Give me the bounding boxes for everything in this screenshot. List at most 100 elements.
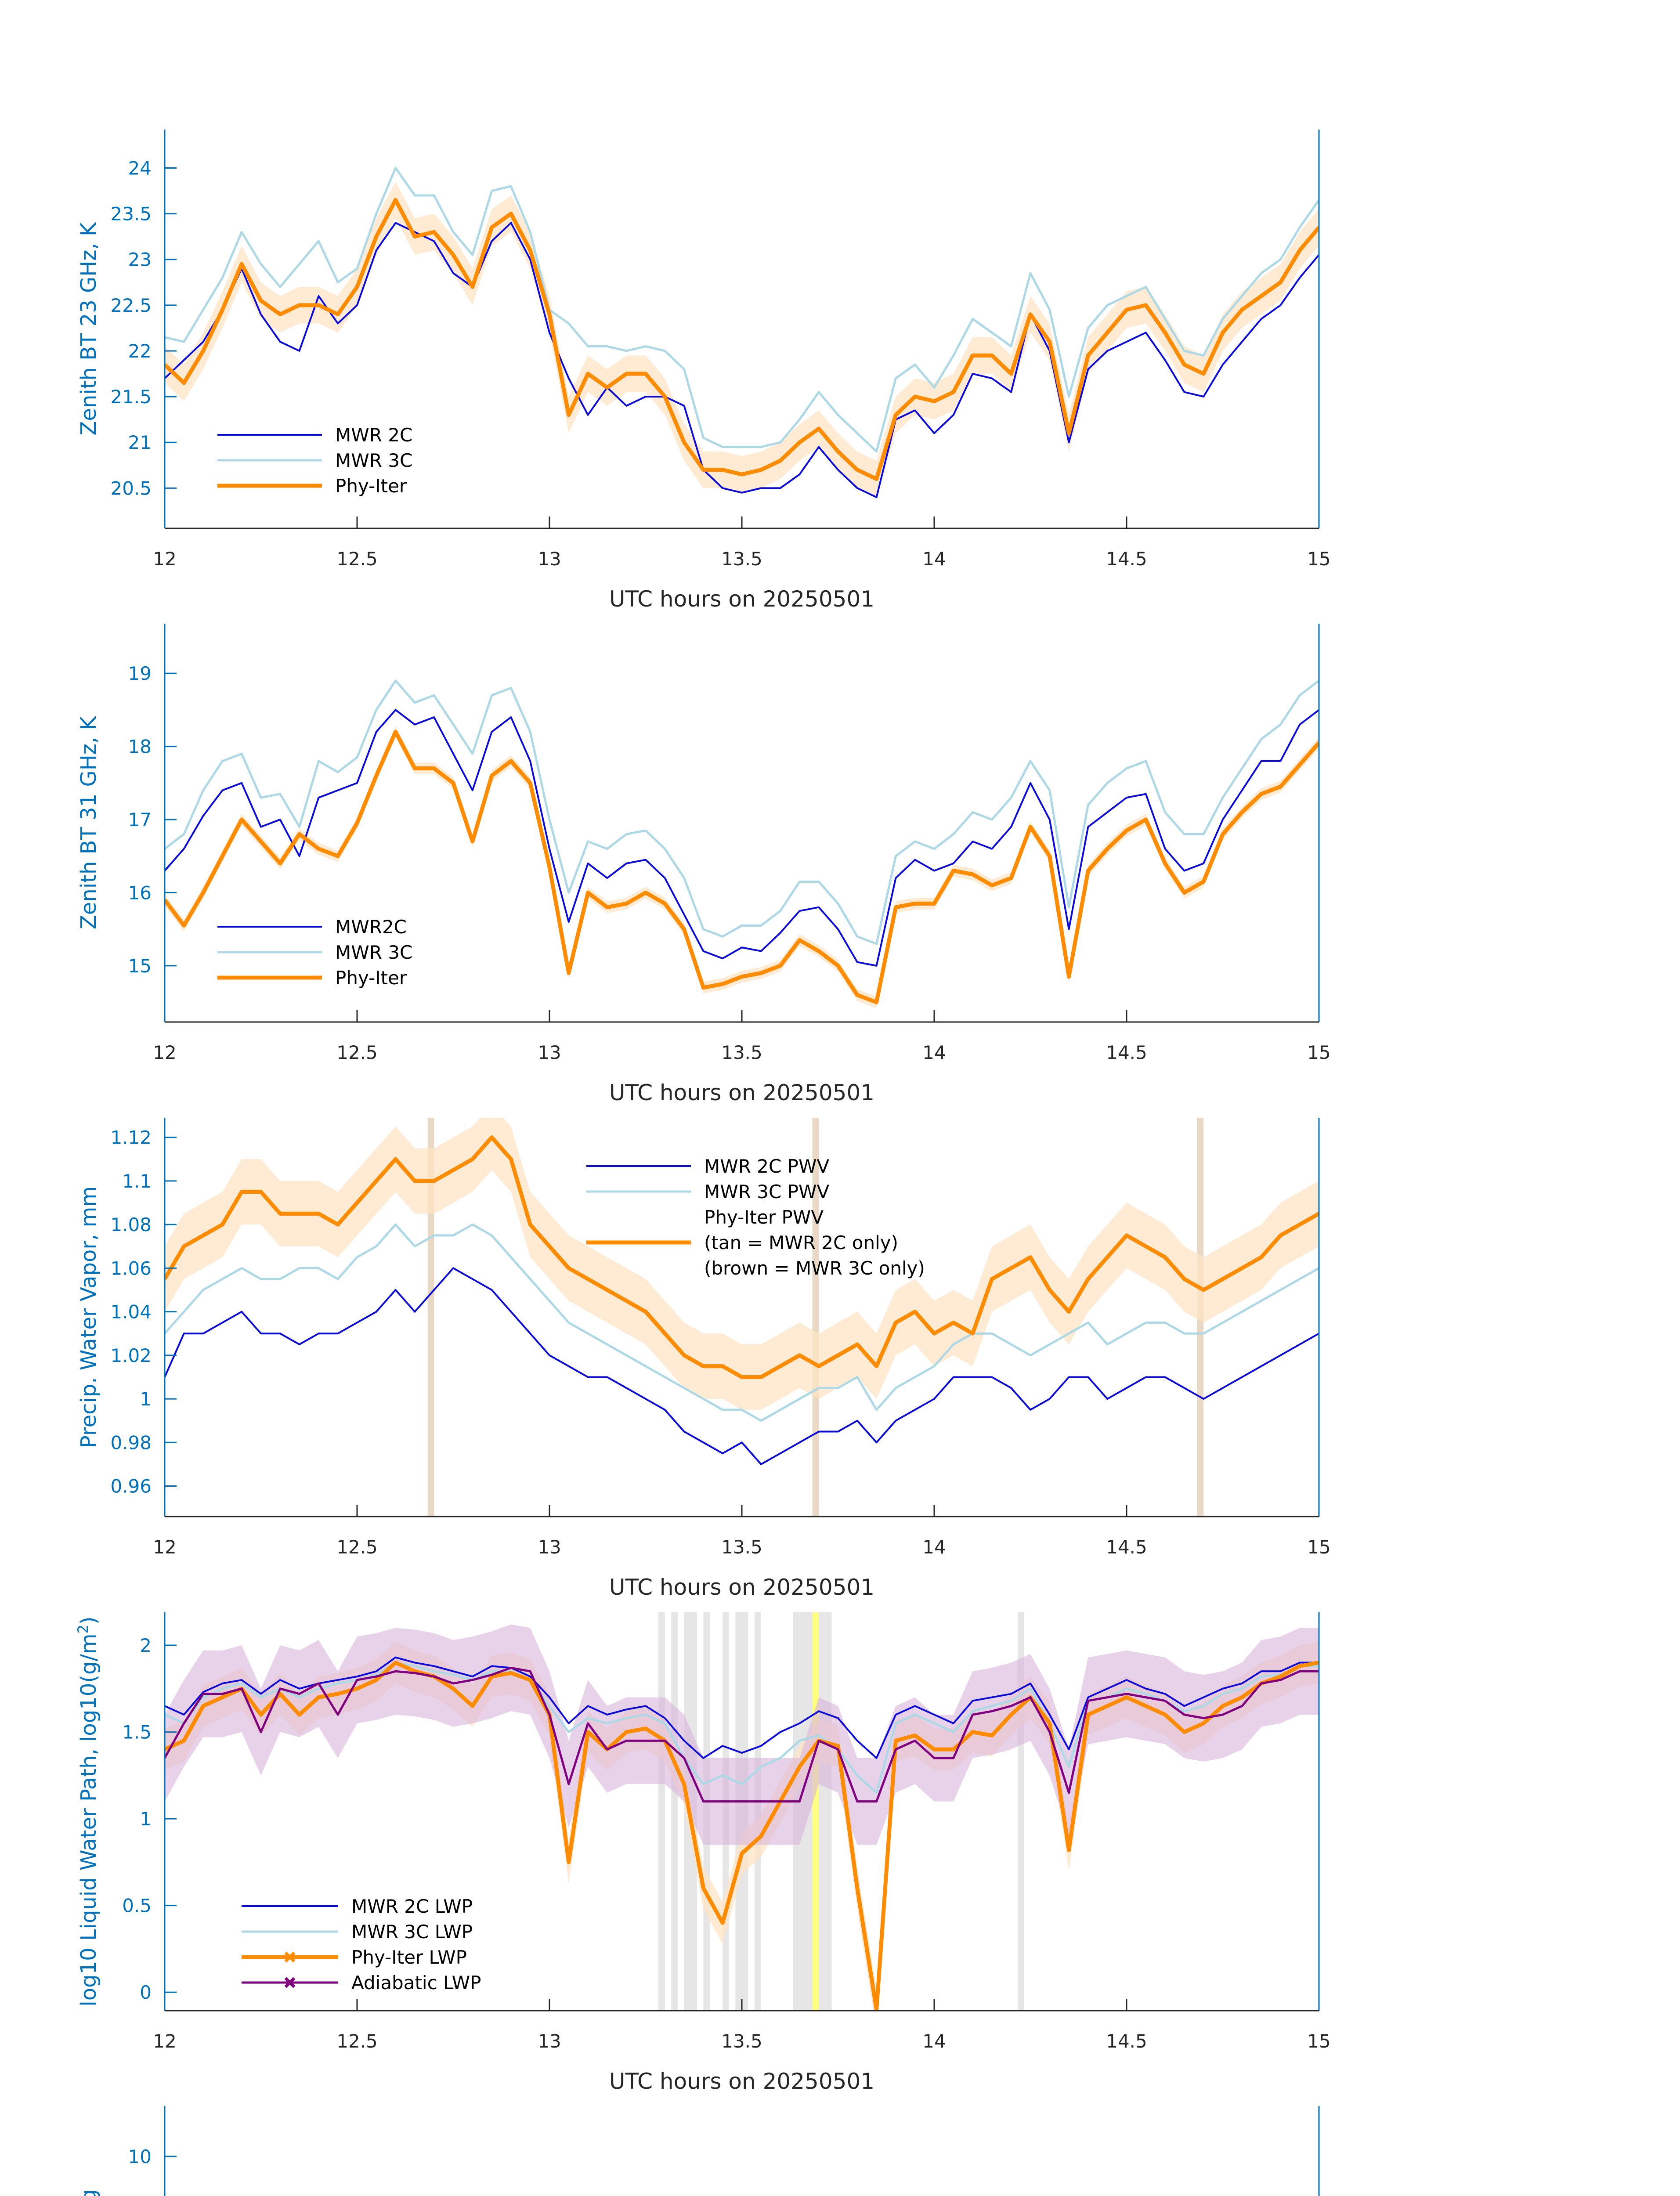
legend-label: MWR 3C (335, 942, 412, 963)
y-tick-label: 1.12 (110, 1127, 152, 1149)
plot-area (165, 166, 1319, 498)
uncertainty-band-phy (165, 1118, 1319, 1410)
legend-label: Phy-Iter (335, 967, 407, 989)
y-tick-label: 17 (128, 809, 152, 831)
x-tick-label: 15 (1307, 1536, 1330, 1558)
x-tick-label: 14.5 (1106, 1536, 1147, 1558)
x-tick-label: 15 (1307, 2030, 1330, 2052)
legend-label: MWR 3C (335, 450, 412, 471)
x-tick-label: 15 (1307, 1042, 1330, 1063)
plot-area (165, 679, 1319, 1008)
y-tick-label: 23 (128, 249, 152, 271)
x-tick-label: 12.5 (336, 1042, 378, 1063)
series-line-mwr2c (165, 1656, 1319, 1759)
y-tick-label: 22 (128, 340, 152, 362)
y-tick-label: 20.5 (110, 477, 152, 499)
y-axis-label: MWR Phy Iter DQ Flag (76, 2189, 101, 2196)
y-axis-label: Precip. Water Vapor, mm (76, 1186, 101, 1448)
panel-bt23: 20.5 21 21.5 22 22.5 23 23.5 24 12 12.5 13 13.5 14 14… (76, 130, 1331, 612)
legend: MWR 2C LWP MWR 3C LWP Phy-Iter LWP Adiabati… (242, 1896, 481, 1994)
legend-label: MWR 2C LWP (351, 1896, 473, 1917)
series-line-mwr3c (165, 679, 1319, 945)
panel-bt31: 15 16 17 18 19 12 12.5 13 13.5 14 14.5 15 Zenith BT … (76, 624, 1331, 1105)
panel-pwv: 0.96 0.98 1 1.02 1.04 1.06 1.08 1.1 1.12 12 12.5 13… (76, 1118, 1331, 1600)
legend-label: MWR 3C PWV (704, 1181, 830, 1203)
y-tick-label: 0 (140, 1982, 152, 2003)
legend-marker-x-icon (284, 1977, 296, 1988)
legend-label: MWR2C (335, 916, 407, 938)
x-tick-label: 13.5 (721, 1536, 762, 1558)
x-axis-label: UTC hours on 20250501 (609, 2069, 874, 2094)
x-tick-label: 14.5 (1106, 548, 1147, 570)
legend-label: Phy-Iter (335, 475, 407, 497)
legend-label: Adiabatic LWP (351, 1972, 481, 1994)
legend-label: MWR 2C PWV (704, 1156, 830, 1177)
y-tick-label: 1.04 (110, 1301, 152, 1323)
y-axis-label: log10 Liquid Water Path, log10(g/m2) (75, 1616, 101, 2006)
x-tick-label: 14 (922, 548, 946, 570)
y-tick-label: 1 (140, 1388, 152, 1410)
series-line-mwr2c (165, 709, 1319, 967)
y-tick-label: 15 (128, 955, 152, 977)
y-tick-label: 22.5 (110, 295, 152, 316)
y-tick-label: 1.02 (110, 1345, 152, 1366)
x-tick-label: 14.5 (1106, 2030, 1147, 2052)
x-axis-label: UTC hours on 20250501 (609, 586, 874, 612)
y-tick-label: 21 (128, 432, 152, 453)
x-tick-label: 14 (922, 2030, 946, 2052)
legend-label: (tan = MWR 2C only) (704, 1232, 898, 1253)
series-line-phy (165, 1661, 1319, 2011)
y-axis-label-end: ) (76, 1616, 101, 1625)
flag4-band (825, 1612, 832, 2011)
series-line-phy (165, 198, 1319, 481)
x-tick-label: 14 (922, 1536, 946, 1558)
legend-marker-x-icon (284, 1951, 296, 1963)
series-line-mwr2c (165, 1267, 1319, 1465)
flag4-band (658, 1612, 665, 2011)
y-tick-label: 1.5 (122, 1722, 152, 1743)
y-axis-label: Zenith BT 31 GHz, K (76, 715, 101, 929)
x-tick-label: 12.5 (336, 548, 378, 570)
y-tick-label: 24 (128, 157, 152, 179)
plot-area (165, 1612, 1319, 2011)
series-line-mwr3c (165, 166, 1319, 453)
y-tick-label: 1.06 (110, 1257, 152, 1279)
x-tick-label: 12.5 (336, 2030, 378, 2052)
legend-label: (brown = MWR 3C only) (704, 1257, 925, 1279)
series-line-adiabatic (165, 1666, 1319, 1803)
legend-label: Phy-Iter PWV (704, 1206, 824, 1228)
x-tick-label: 12 (153, 2030, 176, 2052)
legend: MWR 2C MWR 3C Phy-Iter (217, 424, 412, 497)
y-tick-label: 2 (140, 1635, 152, 1656)
x-tick-label: 13 (538, 548, 561, 570)
x-tick-label: 12 (153, 1042, 176, 1063)
legend-label: MWR 2C (335, 424, 412, 446)
x-axis-label: UTC hours on 20250501 (609, 1575, 874, 1600)
y-tick-label: 1 (140, 1808, 152, 1830)
x-tick-label: 12 (153, 548, 176, 570)
y-tick-label: 16 (128, 882, 152, 903)
y-tick-label: 23.5 (110, 203, 152, 225)
y-axis-label-superscript: 2 (75, 1625, 91, 1633)
legend-label: Phy-Iter LWP (351, 1947, 467, 1968)
qc-band (812, 1118, 819, 1517)
x-axis-label: UTC hours on 20250501 (609, 1080, 874, 1105)
y-tick-label: 0.96 (110, 1476, 152, 1497)
flag4-band (671, 1612, 678, 2011)
y-tick-label: 1.1 (122, 1170, 152, 1192)
uncertainty-band-adiabatic (165, 1624, 1319, 1845)
x-tick-label: 12.5 (336, 1536, 378, 1558)
uncertainty-band-phy (165, 726, 1319, 1008)
y-axis-label: Zenith BT 23 GHz, K (76, 222, 101, 436)
uncertainty-band-phy (165, 181, 1319, 498)
x-tick-label: 13.5 (721, 548, 762, 570)
legend: MWR 2C PWV MWR 3C PWV Phy-Iter PWV (tan = M… (586, 1156, 925, 1279)
series-line-phy (165, 730, 1319, 1004)
flag5-band (812, 1612, 819, 2011)
x-tick-label: 14 (922, 1042, 946, 1063)
x-tick-label: 13 (538, 2030, 561, 2052)
flag4-band (819, 1612, 825, 2011)
panel-lwp: 0 0.5 1 1.5 2 12 12.5 13 13.5 14 14.5 15 log10 Liqui… (75, 1612, 1331, 2094)
